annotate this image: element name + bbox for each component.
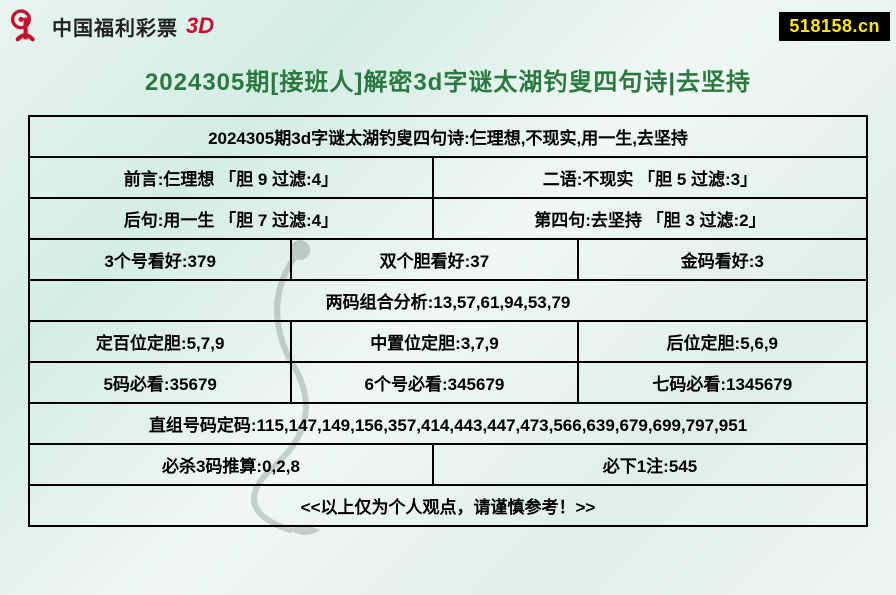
line2-cell: 二语:不现实 「胆 5 过滤:3」 bbox=[433, 157, 867, 198]
two-code-combo: 两码组合分析:13,57,61,94,53,79 bbox=[29, 280, 867, 321]
brand-text: 中国福利彩票 bbox=[52, 12, 178, 41]
watermark-badge: 518158.cn bbox=[779, 12, 890, 41]
lottery-logo-icon bbox=[6, 6, 46, 46]
line1-cell: 前言:仨理想 「胆 9 过滤:4」 bbox=[29, 157, 433, 198]
pos-hundred-cell: 定百位定胆:5,7,9 bbox=[29, 321, 291, 362]
page-title: 2024305期[接班人]解密3d字谜太湖钓叟四句诗|去坚持 bbox=[0, 62, 896, 97]
gold-code-cell: 金码看好:3 bbox=[578, 239, 867, 280]
table-row: 后句:用一生 「胆 7 过滤:4」 第四句:去坚持 「胆 3 过滤:2」 bbox=[29, 198, 867, 239]
brand-3d-text: 3D bbox=[186, 13, 214, 39]
direct-group-codes: 直组号码定码:115,147,149,156,357,414,443,447,4… bbox=[29, 403, 867, 444]
pos-last-cell: 后位定胆:5,6,9 bbox=[578, 321, 867, 362]
table-row: 两码组合分析:13,57,61,94,53,79 bbox=[29, 280, 867, 321]
disclaimer-cell: <<以上仅为个人观点，请谨慎参考！>> bbox=[29, 485, 867, 526]
six-code-cell: 6个号必看:345679 bbox=[291, 362, 577, 403]
kill-three-cell: 必杀3码推算:0,2,8 bbox=[29, 444, 433, 485]
logo-block: 中国福利彩票 3D bbox=[6, 6, 214, 46]
header: 中国福利彩票 3D 518158.cn bbox=[0, 0, 896, 52]
five-code-cell: 5码必看:35679 bbox=[29, 362, 291, 403]
line4-cell: 第四句:去坚持 「胆 3 过滤:2」 bbox=[433, 198, 867, 239]
table-row: <<以上仅为个人观点，请谨慎参考！>> bbox=[29, 485, 867, 526]
must-bet-cell: 必下1注:545 bbox=[433, 444, 867, 485]
table-row: 必杀3码推算:0,2,8 必下1注:545 bbox=[29, 444, 867, 485]
double-dan-cell: 双个胆看好:37 bbox=[291, 239, 577, 280]
poem-summary: 2024305期3d字谜太湖钓叟四句诗:仨理想,不现实,用一生,去坚持 bbox=[29, 116, 867, 157]
three-num-cell: 3个号看好:379 bbox=[29, 239, 291, 280]
table-row: 2024305期3d字谜太湖钓叟四句诗:仨理想,不现实,用一生,去坚持 bbox=[29, 116, 867, 157]
data-table-wrap: 2024305期3d字谜太湖钓叟四句诗:仨理想,不现实,用一生,去坚持 前言:仨… bbox=[0, 115, 896, 543]
lottery-table: 2024305期3d字谜太湖钓叟四句诗:仨理想,不现实,用一生,去坚持 前言:仨… bbox=[28, 115, 868, 527]
table-row: 直组号码定码:115,147,149,156,357,414,443,447,4… bbox=[29, 403, 867, 444]
line3-cell: 后句:用一生 「胆 7 过滤:4」 bbox=[29, 198, 433, 239]
table-row: 5码必看:35679 6个号必看:345679 七码必看:1345679 bbox=[29, 362, 867, 403]
pos-mid-cell: 中置位定胆:3,7,9 bbox=[291, 321, 577, 362]
seven-code-cell: 七码必看:1345679 bbox=[578, 362, 867, 403]
table-row: 定百位定胆:5,7,9 中置位定胆:3,7,9 后位定胆:5,6,9 bbox=[29, 321, 867, 362]
table-row: 前言:仨理想 「胆 9 过滤:4」 二语:不现实 「胆 5 过滤:3」 bbox=[29, 157, 867, 198]
table-row: 3个号看好:379 双个胆看好:37 金码看好:3 bbox=[29, 239, 867, 280]
